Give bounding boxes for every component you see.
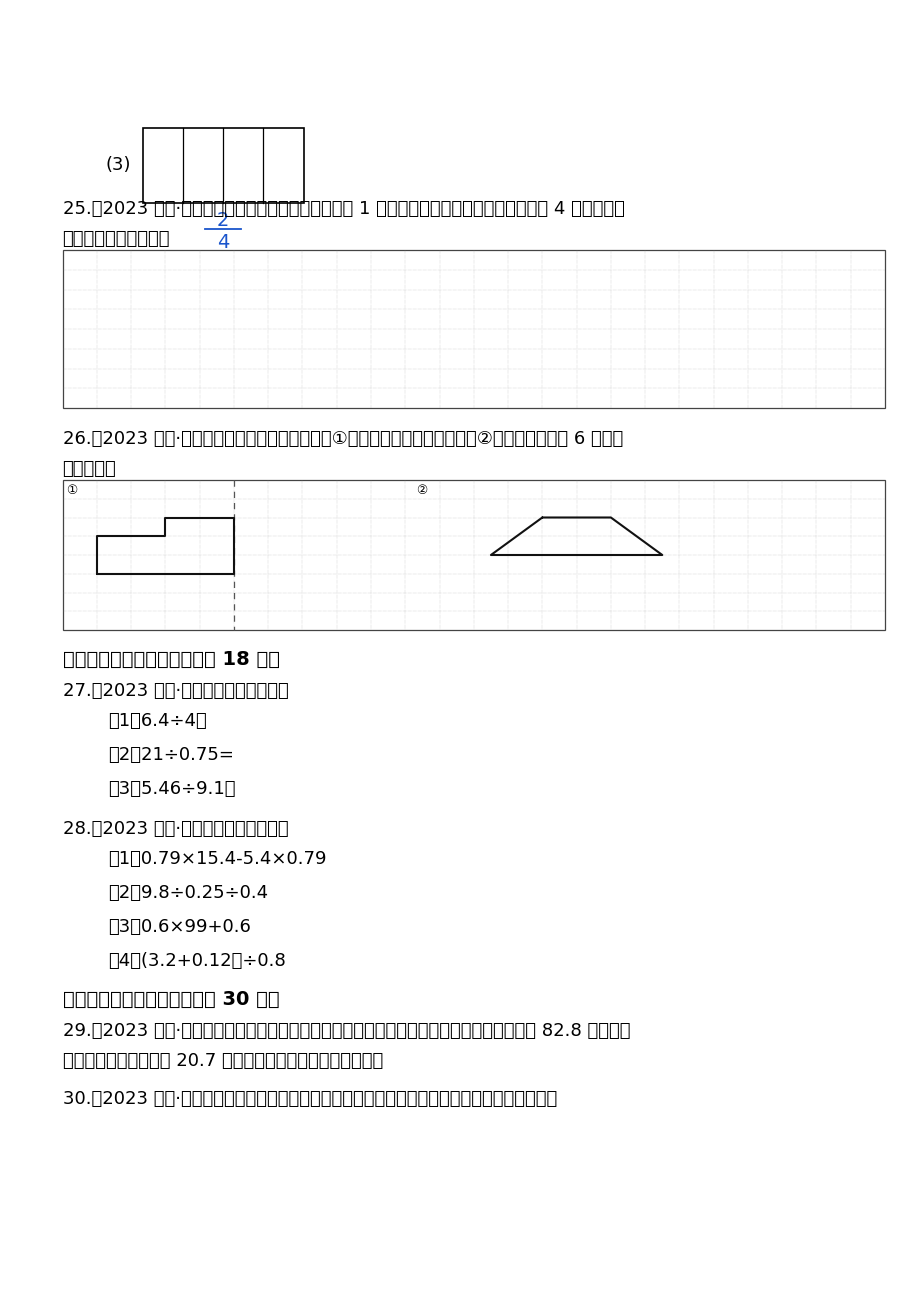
Text: （3）5.46÷9.1＝: （3）5.46÷9.1＝ (108, 780, 236, 798)
Text: 四、认真审题，细心计算（共 18 分）: 四、认真审题，细心计算（共 18 分） (62, 650, 279, 669)
Bar (142, 128, 303, 203)
Bar (62, 250, 884, 408)
Text: （2）9.8÷0.25÷0.4: （2）9.8÷0.25÷0.4 (108, 884, 268, 902)
Text: 28.（2023 五上·化州期末）脱式计算。: 28.（2023 五上·化州期末）脱式计算。 (62, 820, 288, 838)
Text: （4）(3.2+0.12）÷0.8: （4）(3.2+0.12）÷0.8 (108, 952, 286, 970)
Text: （1）6.4÷4＝: （1）6.4÷4＝ (108, 712, 207, 730)
Text: （3）0.6×99+0.6: （3）0.6×99+0.6 (108, 918, 251, 936)
Text: 29.（2023 五上·化州期末）今天是皮皮的生日，妈妈送了一套《格林童话》给皮皮。这套书 82.8 元。如果: 29.（2023 五上·化州期末）今天是皮皮的生日，妈妈送了一套《格林童话》给皮… (62, 1022, 630, 1040)
Text: (3): (3) (106, 156, 131, 174)
Text: ②: ② (415, 484, 427, 497)
Bar (62, 480, 884, 630)
Text: 五、活用知识，解决问题（共 30 分）: 五、活用知识，解决问题（共 30 分） (62, 990, 278, 1009)
Text: 2: 2 (217, 211, 229, 230)
Text: （1）0.79×15.4-5.4×0.79: （1）0.79×15.4-5.4×0.79 (108, 850, 327, 868)
Text: ①: ① (66, 484, 78, 497)
Text: 30.（2023 五上·化州期末）小明家的菜地如下图（单位：米），他家菜地的面积有多少平方米？: 30.（2023 五上·化州期末）小明家的菜地如下图（单位：米），他家菜地的面积… (62, 1090, 556, 1108)
Text: 25.（2023 五上·化州期末）如图，每小方格的面积是 1 平方厘米，请在图中分别画出面积是 4 平方厘米的: 25.（2023 五上·化州期末）如图，每小方格的面积是 1 平方厘米，请在图中… (62, 201, 624, 217)
Text: 4: 4 (217, 233, 229, 253)
Text: 平行四边形和三角形。: 平行四边形和三角形。 (62, 230, 170, 247)
Text: 用同样多的钱买单价是 20.7 元的《世界名著》，可以买几本？: 用同样多的钱买单价是 20.7 元的《世界名著》，可以买几本？ (62, 1052, 382, 1070)
Text: 26.（2023 五上·化州期末）先根据对称轴画出第①个图形的另一半，再画出第②个图形向下平移 6 格后得: 26.（2023 五上·化州期末）先根据对称轴画出第①个图形的另一半，再画出第②… (62, 430, 622, 448)
Text: 到的图形。: 到的图形。 (62, 460, 116, 478)
Text: 27.（2023 五上·化州期末）竖式计算。: 27.（2023 五上·化州期末）竖式计算。 (62, 682, 288, 700)
Text: （2）21÷0.75=: （2）21÷0.75= (108, 746, 234, 764)
